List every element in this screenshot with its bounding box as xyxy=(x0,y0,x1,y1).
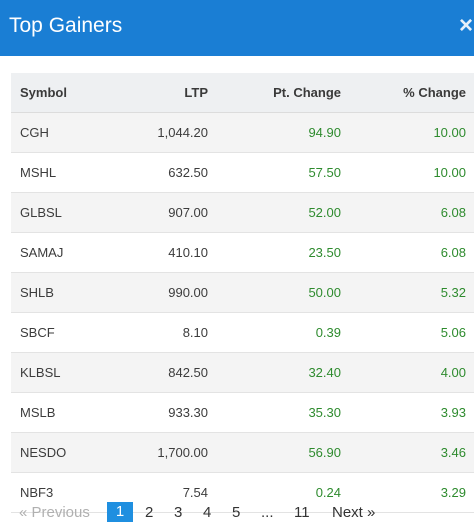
cell-ltp: 842.50 xyxy=(168,365,208,380)
cell-pt-change: 56.90 xyxy=(308,445,341,460)
cell-pt-change: 50.00 xyxy=(308,285,341,300)
cell-ltp: 1,700.00 xyxy=(157,445,208,460)
table-row[interactable]: NBF3 7.54 0.24 3.29 xyxy=(11,473,474,513)
cell-pct-change: 5.32 xyxy=(440,285,466,300)
table-header-row: Symbol LTP Pt. Change % Change xyxy=(11,73,474,113)
cell-pct-change: 4.00 xyxy=(440,365,466,380)
table-row[interactable]: MSHL 632.50 57.50 10.00 xyxy=(11,153,474,193)
cell-symbol: NBF3 xyxy=(20,485,54,500)
cell-pct-change: 3.29 xyxy=(440,485,466,500)
page-ellipsis: ... xyxy=(261,504,274,521)
page-button-5[interactable]: 5 xyxy=(232,504,241,521)
cell-ltp: 632.50 xyxy=(168,165,208,180)
column-header-symbol[interactable]: Symbol xyxy=(20,85,67,100)
cell-pt-change: 57.50 xyxy=(308,165,341,180)
page-button-11[interactable]: 11 xyxy=(294,504,310,521)
cell-pct-change: 6.08 xyxy=(440,205,466,220)
cell-ltp: 933.30 xyxy=(168,405,208,420)
cell-pct-change: 6.08 xyxy=(440,245,466,260)
cell-symbol: MSHL xyxy=(20,165,57,180)
cell-ltp: 990.00 xyxy=(168,285,208,300)
modal-title: Top Gainers xyxy=(9,14,123,37)
table-row[interactable]: SAMAJ 410.10 23.50 6.08 xyxy=(11,233,474,273)
cell-symbol: GLBSL xyxy=(20,205,62,220)
page-button-2[interactable]: 2 xyxy=(145,504,154,521)
cell-symbol: MSLB xyxy=(20,405,56,420)
cell-symbol: SBCF xyxy=(20,325,55,340)
cell-ltp: 8.10 xyxy=(182,325,208,340)
table-row[interactable]: MSLB 933.30 35.30 3.93 xyxy=(11,393,474,433)
table-row[interactable]: KLBSL 842.50 32.40 4.00 xyxy=(11,353,474,393)
table-row[interactable]: CGH 1,044.20 94.90 10.00 xyxy=(11,113,474,153)
modal-header: Top Gainers × xyxy=(0,0,474,56)
table-row[interactable]: NESDO 1,700.00 56.90 3.46 xyxy=(11,433,474,473)
cell-symbol: KLBSL xyxy=(20,365,61,380)
page-button-1[interactable]: 1 xyxy=(107,502,133,522)
cell-ltp: 410.10 xyxy=(168,245,208,260)
column-header-ltp[interactable]: LTP xyxy=(184,85,208,100)
cell-symbol: NESDO xyxy=(20,445,67,460)
table-row[interactable]: GLBSL 907.00 52.00 6.08 xyxy=(11,193,474,233)
next-page-button[interactable]: Next » xyxy=(332,504,376,521)
cell-pt-change: 35.30 xyxy=(308,405,341,420)
cell-pt-change: 0.39 xyxy=(315,325,341,340)
cell-ltp: 1,044.20 xyxy=(157,125,208,140)
cell-pt-change: 23.50 xyxy=(308,245,341,260)
cell-ltp: 907.00 xyxy=(168,205,208,220)
cell-pct-change: 3.93 xyxy=(440,405,466,420)
gainers-table: Symbol LTP Pt. Change % Change CGH 1,044.… xyxy=(11,73,474,513)
cell-pct-change: 10.00 xyxy=(433,165,466,180)
cell-pct-change: 10.00 xyxy=(433,125,466,140)
cell-symbol: SHLB xyxy=(20,285,54,300)
cell-pt-change: 94.90 xyxy=(308,125,341,140)
cell-ltp: 7.54 xyxy=(182,485,208,500)
column-header-pt-change[interactable]: Pt. Change xyxy=(273,85,341,100)
cell-pt-change: 32.40 xyxy=(308,365,341,380)
pagination: « Previous 1 2 3 4 5 ... 11 Next » xyxy=(0,500,474,523)
previous-page-button[interactable]: « Previous xyxy=(19,504,90,521)
cell-pt-change: 0.24 xyxy=(315,485,341,500)
cell-pct-change: 3.46 xyxy=(440,445,466,460)
column-header-pct-change[interactable]: % Change xyxy=(403,85,466,100)
cell-pt-change: 52.00 xyxy=(308,205,341,220)
table-row[interactable]: SBCF 8.10 0.39 5.06 xyxy=(11,313,474,353)
close-icon[interactable]: × xyxy=(459,12,474,39)
page-button-3[interactable]: 3 xyxy=(174,504,183,521)
table-row[interactable]: SHLB 990.00 50.00 5.32 xyxy=(11,273,474,313)
cell-symbol: SAMAJ xyxy=(20,245,64,260)
page-button-4[interactable]: 4 xyxy=(203,504,212,521)
cell-pct-change: 5.06 xyxy=(440,325,466,340)
cell-symbol: CGH xyxy=(20,125,49,140)
